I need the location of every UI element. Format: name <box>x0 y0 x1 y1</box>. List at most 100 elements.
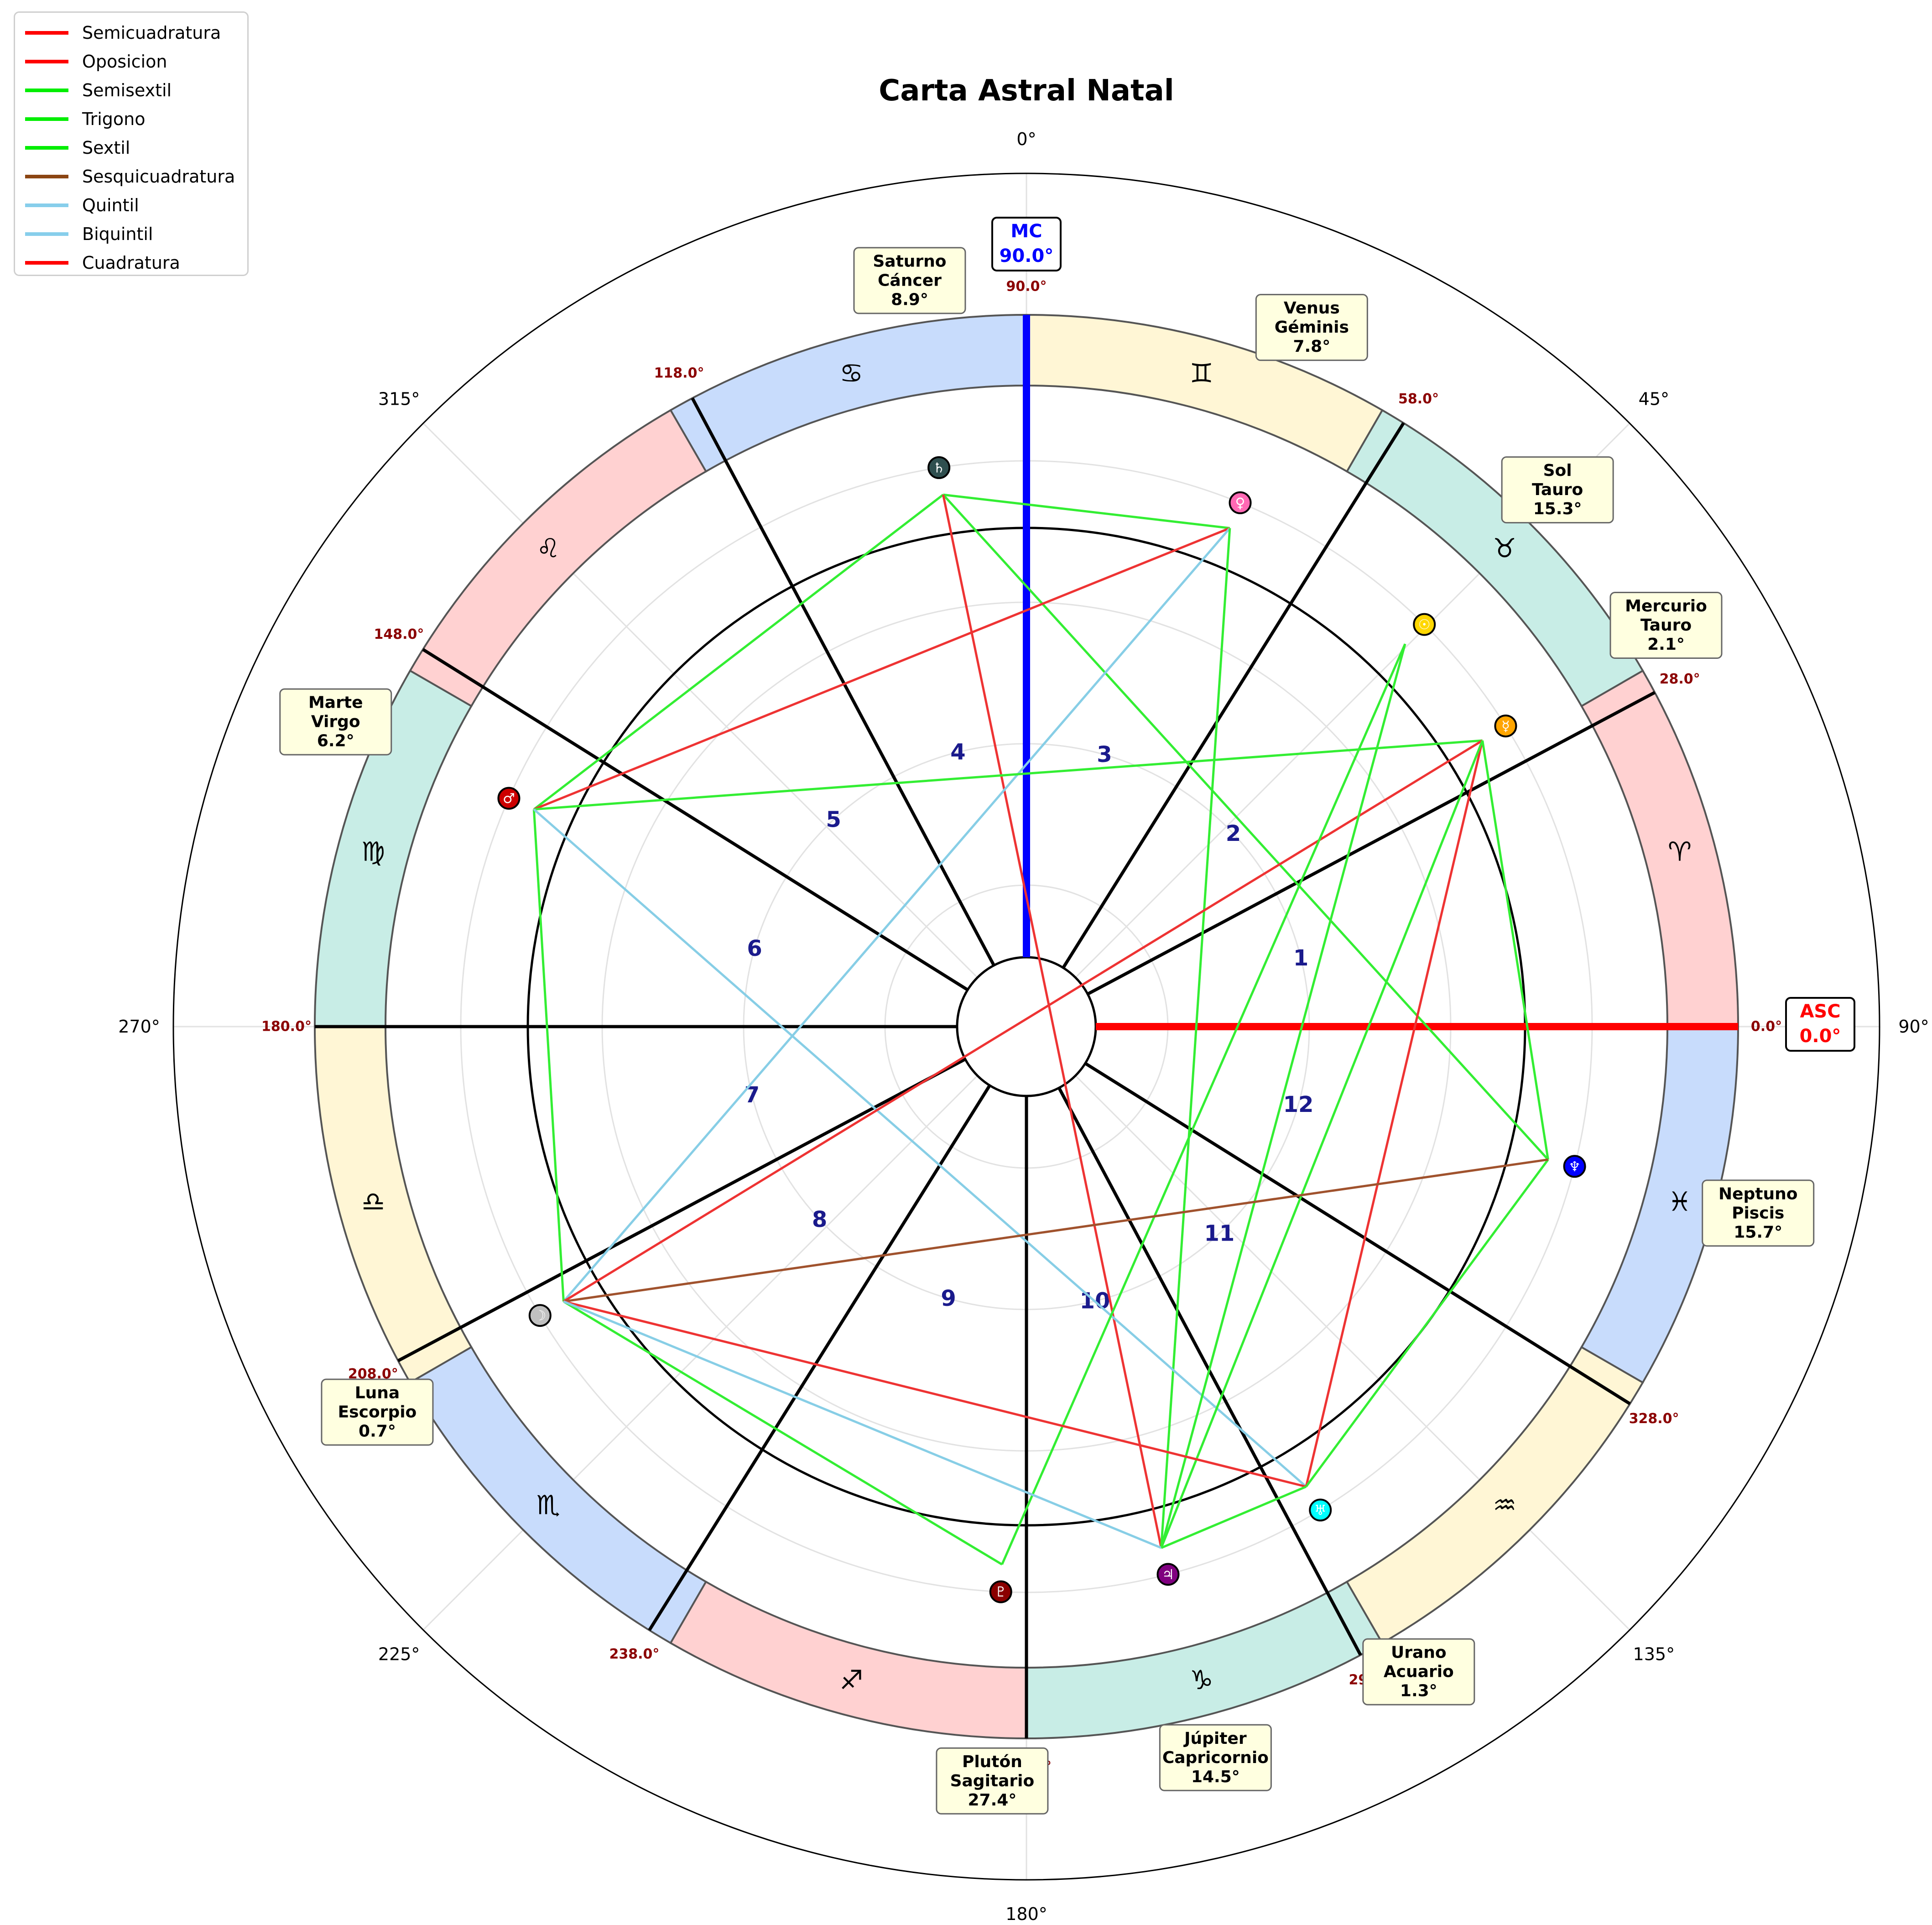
planet-degree: 8.9° <box>891 290 928 309</box>
planet-marker <box>1309 1498 1332 1522</box>
planet-marker <box>1413 613 1436 636</box>
zodiac-sign-icon: ♋ <box>839 358 863 389</box>
legend-swatch <box>25 203 68 207</box>
planet-sign: Virgo <box>311 713 360 731</box>
planet-glyph-icon: ♂ <box>503 791 515 807</box>
mc-box-label: MC <box>1010 221 1042 242</box>
angle-label: 0° <box>1016 129 1036 149</box>
aspect-line <box>942 494 1162 1548</box>
aspect-line <box>532 809 565 1302</box>
planet-sign: Cáncer <box>878 271 942 290</box>
house-number: 3 <box>1097 742 1112 767</box>
angle-label: 225° <box>378 1644 420 1664</box>
aspect-line <box>942 494 1549 1161</box>
aspect-line <box>563 739 1483 1303</box>
legend-swatch <box>25 232 68 236</box>
zodiac-sign-icon: ♒ <box>1493 1489 1516 1520</box>
grid-spoke <box>422 423 1027 1028</box>
planet-glyph-icon: ☉ <box>1418 617 1431 633</box>
legend-item: Quintil <box>25 191 247 219</box>
planet-glyph-icon: ☽ <box>534 1308 546 1324</box>
planet-marker <box>989 1580 1012 1603</box>
planet-name: Venus <box>1284 299 1340 318</box>
house-number: 2 <box>1226 821 1241 846</box>
angle-label: 90° <box>1898 1017 1929 1037</box>
aspect-line <box>562 527 1231 1303</box>
planet-marker <box>1563 1155 1586 1178</box>
label-box-frame <box>853 247 966 314</box>
grid-spoke <box>422 1026 1027 1631</box>
planet-degree: 15.3° <box>1533 500 1582 518</box>
aspect-line <box>1161 1485 1307 1549</box>
zodiac-sign-icon: ♌ <box>536 533 560 564</box>
aspect-line <box>943 493 1230 529</box>
zodiac-sector <box>669 313 1027 473</box>
planet-marker <box>1494 715 1517 738</box>
aspect-line <box>1481 740 1549 1160</box>
legend-label: Semicuadratura <box>82 22 221 43</box>
aspect-line <box>1160 528 1231 1548</box>
planet-name: Júpiter <box>1183 1729 1247 1748</box>
house-cusp-line <box>691 397 995 966</box>
legend-label: Semisextil <box>82 80 172 100</box>
aspect-line <box>533 494 944 810</box>
angle-label: 180° <box>1005 1904 1047 1924</box>
legend-swatch <box>25 146 68 150</box>
axis-box-frame <box>991 217 1062 271</box>
zodiac-sign-icon: ♓ <box>1668 1186 1692 1217</box>
aspect-line <box>1001 643 1406 1565</box>
label-box-frame <box>1159 1724 1272 1791</box>
aspect-line <box>534 739 1483 811</box>
house-cusp-line <box>1084 1062 1631 1405</box>
legend-swatch <box>25 261 68 265</box>
zodiac-sign-icon: ♉ <box>1493 533 1516 564</box>
house-number: 12 <box>1283 1092 1314 1117</box>
house-cusp-line <box>1087 691 1656 996</box>
planet-name: Neptuno <box>1718 1184 1798 1203</box>
zodiac-sector <box>313 1026 473 1384</box>
legend-swatch <box>25 117 68 121</box>
aspect-line <box>533 808 1307 1488</box>
legend-label: Cuadratura <box>82 252 180 273</box>
planet-marker <box>497 787 521 810</box>
axis-box-frame <box>1785 997 1855 1052</box>
planet-sign: Escorpio <box>338 1403 417 1421</box>
grid-spoke <box>1026 1026 1630 1631</box>
planet-degree: 6.2° <box>317 732 354 751</box>
legend-label: Trigono <box>82 109 146 129</box>
legend-item: Trigono <box>25 104 247 133</box>
house-number: 1 <box>1293 945 1308 971</box>
house-number: 5 <box>826 807 841 833</box>
house-cusp-line <box>422 648 969 991</box>
planet-glyph-icon: ♀ <box>1235 495 1245 511</box>
planet-sign: Géminis <box>1275 318 1349 337</box>
planet-degree: 27.4° <box>968 1791 1017 1810</box>
legend-item: Oposicion <box>25 47 247 76</box>
label-box-frame <box>1362 1638 1475 1706</box>
cusp-degree-label: 180.0° <box>261 1019 312 1035</box>
angle-label: 135° <box>1633 1644 1675 1664</box>
legend-item: Cuadratura <box>25 248 247 277</box>
aspect-line <box>1305 1158 1549 1487</box>
legend-item: Semicuadratura <box>25 18 247 47</box>
aspect-line <box>1160 643 1406 1549</box>
zodiac-sector <box>1026 1581 1384 1740</box>
house-number: 8 <box>812 1207 827 1232</box>
asc-box-value: 0.0° <box>1800 1026 1841 1047</box>
cusp-degree-label: 58.0° <box>1398 391 1439 407</box>
label-box-frame <box>936 1747 1049 1815</box>
aspect-line <box>1160 740 1484 1549</box>
cusp-degree-label: 28.0° <box>1660 671 1700 687</box>
planet-sign: Tauro <box>1640 616 1692 635</box>
legend-label: Oposicion <box>82 51 167 72</box>
planet-name: Urano <box>1391 1643 1447 1662</box>
label-box-frame <box>1501 456 1614 524</box>
planet-degree: 7.8° <box>1293 337 1330 356</box>
planet-degree: 14.5° <box>1191 1768 1240 1786</box>
aspect-line <box>1305 740 1484 1487</box>
legend-swatch <box>25 174 68 178</box>
house-number: 6 <box>747 936 762 961</box>
